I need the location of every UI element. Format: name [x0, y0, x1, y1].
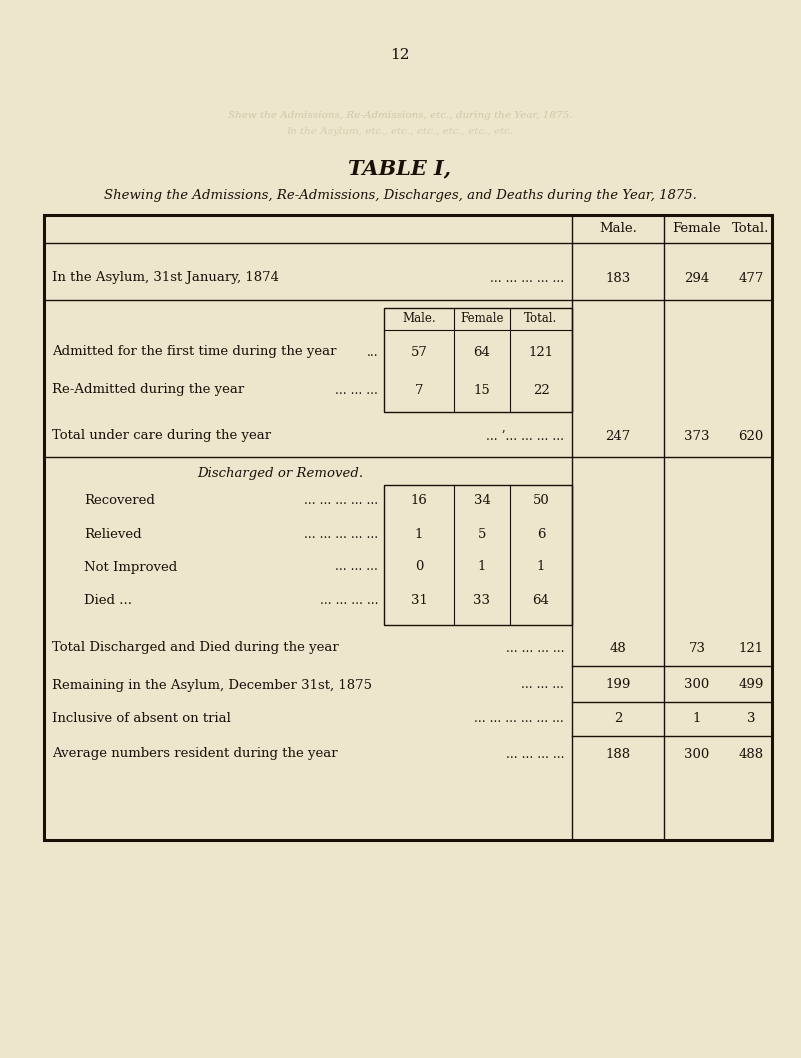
- Text: Total.: Total.: [732, 222, 770, 236]
- Text: 121: 121: [739, 641, 763, 655]
- Text: 300: 300: [684, 748, 710, 761]
- Text: 188: 188: [606, 748, 630, 761]
- Text: 57: 57: [411, 346, 428, 359]
- Text: In the Asylum, etc., etc., etc., etc., etc., etc.: In the Asylum, etc., etc., etc., etc., e…: [287, 128, 513, 136]
- Text: 294: 294: [684, 272, 710, 285]
- Text: 183: 183: [606, 272, 630, 285]
- Text: 2: 2: [614, 711, 622, 725]
- Text: ... ... ... ... ... ...: ... ... ... ... ... ...: [474, 711, 564, 725]
- Text: 16: 16: [411, 493, 428, 507]
- Text: 73: 73: [689, 641, 706, 655]
- Text: 31: 31: [411, 595, 428, 607]
- Text: Female: Female: [673, 222, 722, 236]
- Text: ...: ...: [366, 346, 378, 359]
- Text: ... ... ...: ... ... ...: [335, 561, 378, 573]
- Text: ... ... ... ... ...: ... ... ... ... ...: [490, 272, 564, 285]
- Text: 620: 620: [739, 430, 763, 442]
- Text: 373: 373: [684, 430, 710, 442]
- Text: ... ... ...: ... ... ...: [335, 383, 378, 397]
- Text: 0: 0: [415, 561, 423, 573]
- Text: ... ... ... ... ...: ... ... ... ... ...: [304, 493, 378, 507]
- Text: Remaining in the Asylum, December 31st, 1875: Remaining in the Asylum, December 31st, …: [52, 678, 372, 692]
- Text: 499: 499: [739, 678, 763, 692]
- Text: In the Asylum, 31st January, 1874: In the Asylum, 31st January, 1874: [52, 272, 279, 285]
- Text: 477: 477: [739, 272, 763, 285]
- Text: ... ... ... ... ...: ... ... ... ... ...: [304, 529, 378, 542]
- Text: 50: 50: [533, 493, 549, 507]
- Text: Total under care during the year: Total under care during the year: [52, 430, 271, 442]
- Text: 1: 1: [693, 711, 701, 725]
- Bar: [384, 485, 572, 625]
- Text: 48: 48: [610, 641, 626, 655]
- Text: Relieved: Relieved: [84, 529, 142, 542]
- Text: Inclusive of absent on trial: Inclusive of absent on trial: [52, 711, 231, 725]
- Text: 15: 15: [473, 383, 490, 397]
- Text: 199: 199: [606, 678, 630, 692]
- Text: 121: 121: [529, 346, 553, 359]
- Text: Shew the Admissions, Re-Admissions, etc., during the Year, 1875.: Shew the Admissions, Re-Admissions, etc.…: [227, 110, 572, 120]
- Text: 33: 33: [473, 595, 490, 607]
- Text: Male.: Male.: [402, 312, 436, 326]
- Text: 1: 1: [415, 529, 423, 542]
- Bar: [44, 215, 772, 840]
- Text: 64: 64: [473, 346, 490, 359]
- Text: TABLE I,: TABLE I,: [348, 158, 452, 178]
- Text: 6: 6: [537, 529, 545, 542]
- Text: 247: 247: [606, 430, 630, 442]
- Text: Total Discharged and Died during the year: Total Discharged and Died during the yea…: [52, 641, 339, 655]
- Text: Shewing the Admissions, Re-Admissions, Discharges, and Deaths during the Year, 1: Shewing the Admissions, Re-Admissions, D…: [103, 189, 696, 202]
- Text: ... ... ...: ... ... ...: [521, 678, 564, 692]
- Text: 1: 1: [537, 561, 545, 573]
- Text: Admitted for the first time during the year: Admitted for the first time during the y…: [52, 346, 336, 359]
- Text: Total.: Total.: [525, 312, 557, 326]
- Text: Male.: Male.: [599, 222, 637, 236]
- Text: 7: 7: [415, 383, 423, 397]
- Text: 64: 64: [533, 595, 549, 607]
- Text: 3: 3: [747, 711, 755, 725]
- Text: 12: 12: [390, 48, 410, 62]
- Text: 22: 22: [533, 383, 549, 397]
- Text: Average numbers resident during the year: Average numbers resident during the year: [52, 748, 338, 761]
- Text: ... ’... ... ... ...: ... ’... ... ... ...: [486, 430, 564, 442]
- Text: ... ... ... ...: ... ... ... ...: [320, 595, 378, 607]
- Text: Re-Admitted during the year: Re-Admitted during the year: [52, 383, 244, 397]
- Text: 34: 34: [473, 493, 490, 507]
- Text: Female: Female: [461, 312, 504, 326]
- Text: 1: 1: [478, 561, 486, 573]
- Text: 5: 5: [478, 529, 486, 542]
- Text: Recovered: Recovered: [84, 493, 155, 507]
- Bar: [384, 308, 572, 412]
- Text: Discharged or Removed.: Discharged or Removed.: [197, 467, 363, 479]
- Text: 300: 300: [684, 678, 710, 692]
- Text: ... ... ... ...: ... ... ... ...: [505, 641, 564, 655]
- Text: 488: 488: [739, 748, 763, 761]
- Text: Died ...: Died ...: [84, 595, 132, 607]
- Text: ... ... ... ...: ... ... ... ...: [505, 748, 564, 761]
- Text: Not Improved: Not Improved: [84, 561, 177, 573]
